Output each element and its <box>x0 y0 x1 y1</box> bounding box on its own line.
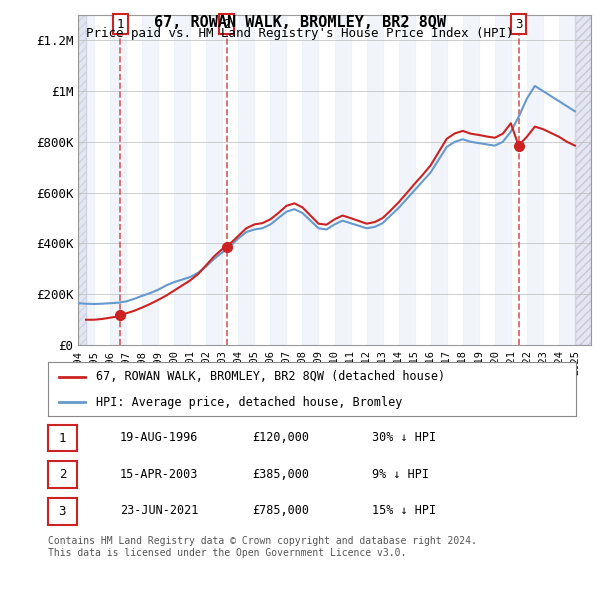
Bar <box>575 15 591 345</box>
Text: 23-JUN-2021: 23-JUN-2021 <box>120 504 199 517</box>
Text: 3: 3 <box>515 18 522 31</box>
Text: Price paid vs. HM Land Registry's House Price Index (HPI): Price paid vs. HM Land Registry's House … <box>86 27 514 40</box>
Bar <box>575 15 591 345</box>
Bar <box>78 15 94 345</box>
Text: £120,000: £120,000 <box>252 431 309 444</box>
Text: 2: 2 <box>223 18 230 31</box>
Bar <box>431 15 447 345</box>
Bar <box>206 15 222 345</box>
Bar <box>398 15 415 345</box>
Bar <box>174 15 190 345</box>
Text: Contains HM Land Registry data © Crown copyright and database right 2024.
This d: Contains HM Land Registry data © Crown c… <box>48 536 477 558</box>
Text: 3: 3 <box>59 504 66 518</box>
Bar <box>367 15 383 345</box>
Bar <box>110 15 126 345</box>
Text: 2: 2 <box>59 468 66 481</box>
Bar <box>335 15 350 345</box>
Text: 15-APR-2003: 15-APR-2003 <box>120 468 199 481</box>
Text: 15% ↓ HPI: 15% ↓ HPI <box>372 504 436 517</box>
Bar <box>78 15 86 345</box>
Bar <box>271 15 286 345</box>
Text: HPI: Average price, detached house, Bromley: HPI: Average price, detached house, Brom… <box>95 396 402 409</box>
Text: 9% ↓ HPI: 9% ↓ HPI <box>372 468 429 481</box>
Bar <box>559 15 575 345</box>
Text: 1: 1 <box>116 18 124 31</box>
Bar <box>238 15 254 345</box>
Text: 67, ROWAN WALK, BROMLEY, BR2 8QW: 67, ROWAN WALK, BROMLEY, BR2 8QW <box>154 15 446 30</box>
Bar <box>495 15 511 345</box>
Text: 19-AUG-1996: 19-AUG-1996 <box>120 431 199 444</box>
Text: 1: 1 <box>59 431 66 445</box>
Bar <box>527 15 543 345</box>
Text: £785,000: £785,000 <box>252 504 309 517</box>
Text: 30% ↓ HPI: 30% ↓ HPI <box>372 431 436 444</box>
Bar <box>78 15 86 345</box>
Bar <box>463 15 479 345</box>
Text: 67, ROWAN WALK, BROMLEY, BR2 8QW (detached house): 67, ROWAN WALK, BROMLEY, BR2 8QW (detach… <box>95 371 445 384</box>
Bar <box>142 15 158 345</box>
Bar <box>302 15 319 345</box>
Text: £385,000: £385,000 <box>252 468 309 481</box>
